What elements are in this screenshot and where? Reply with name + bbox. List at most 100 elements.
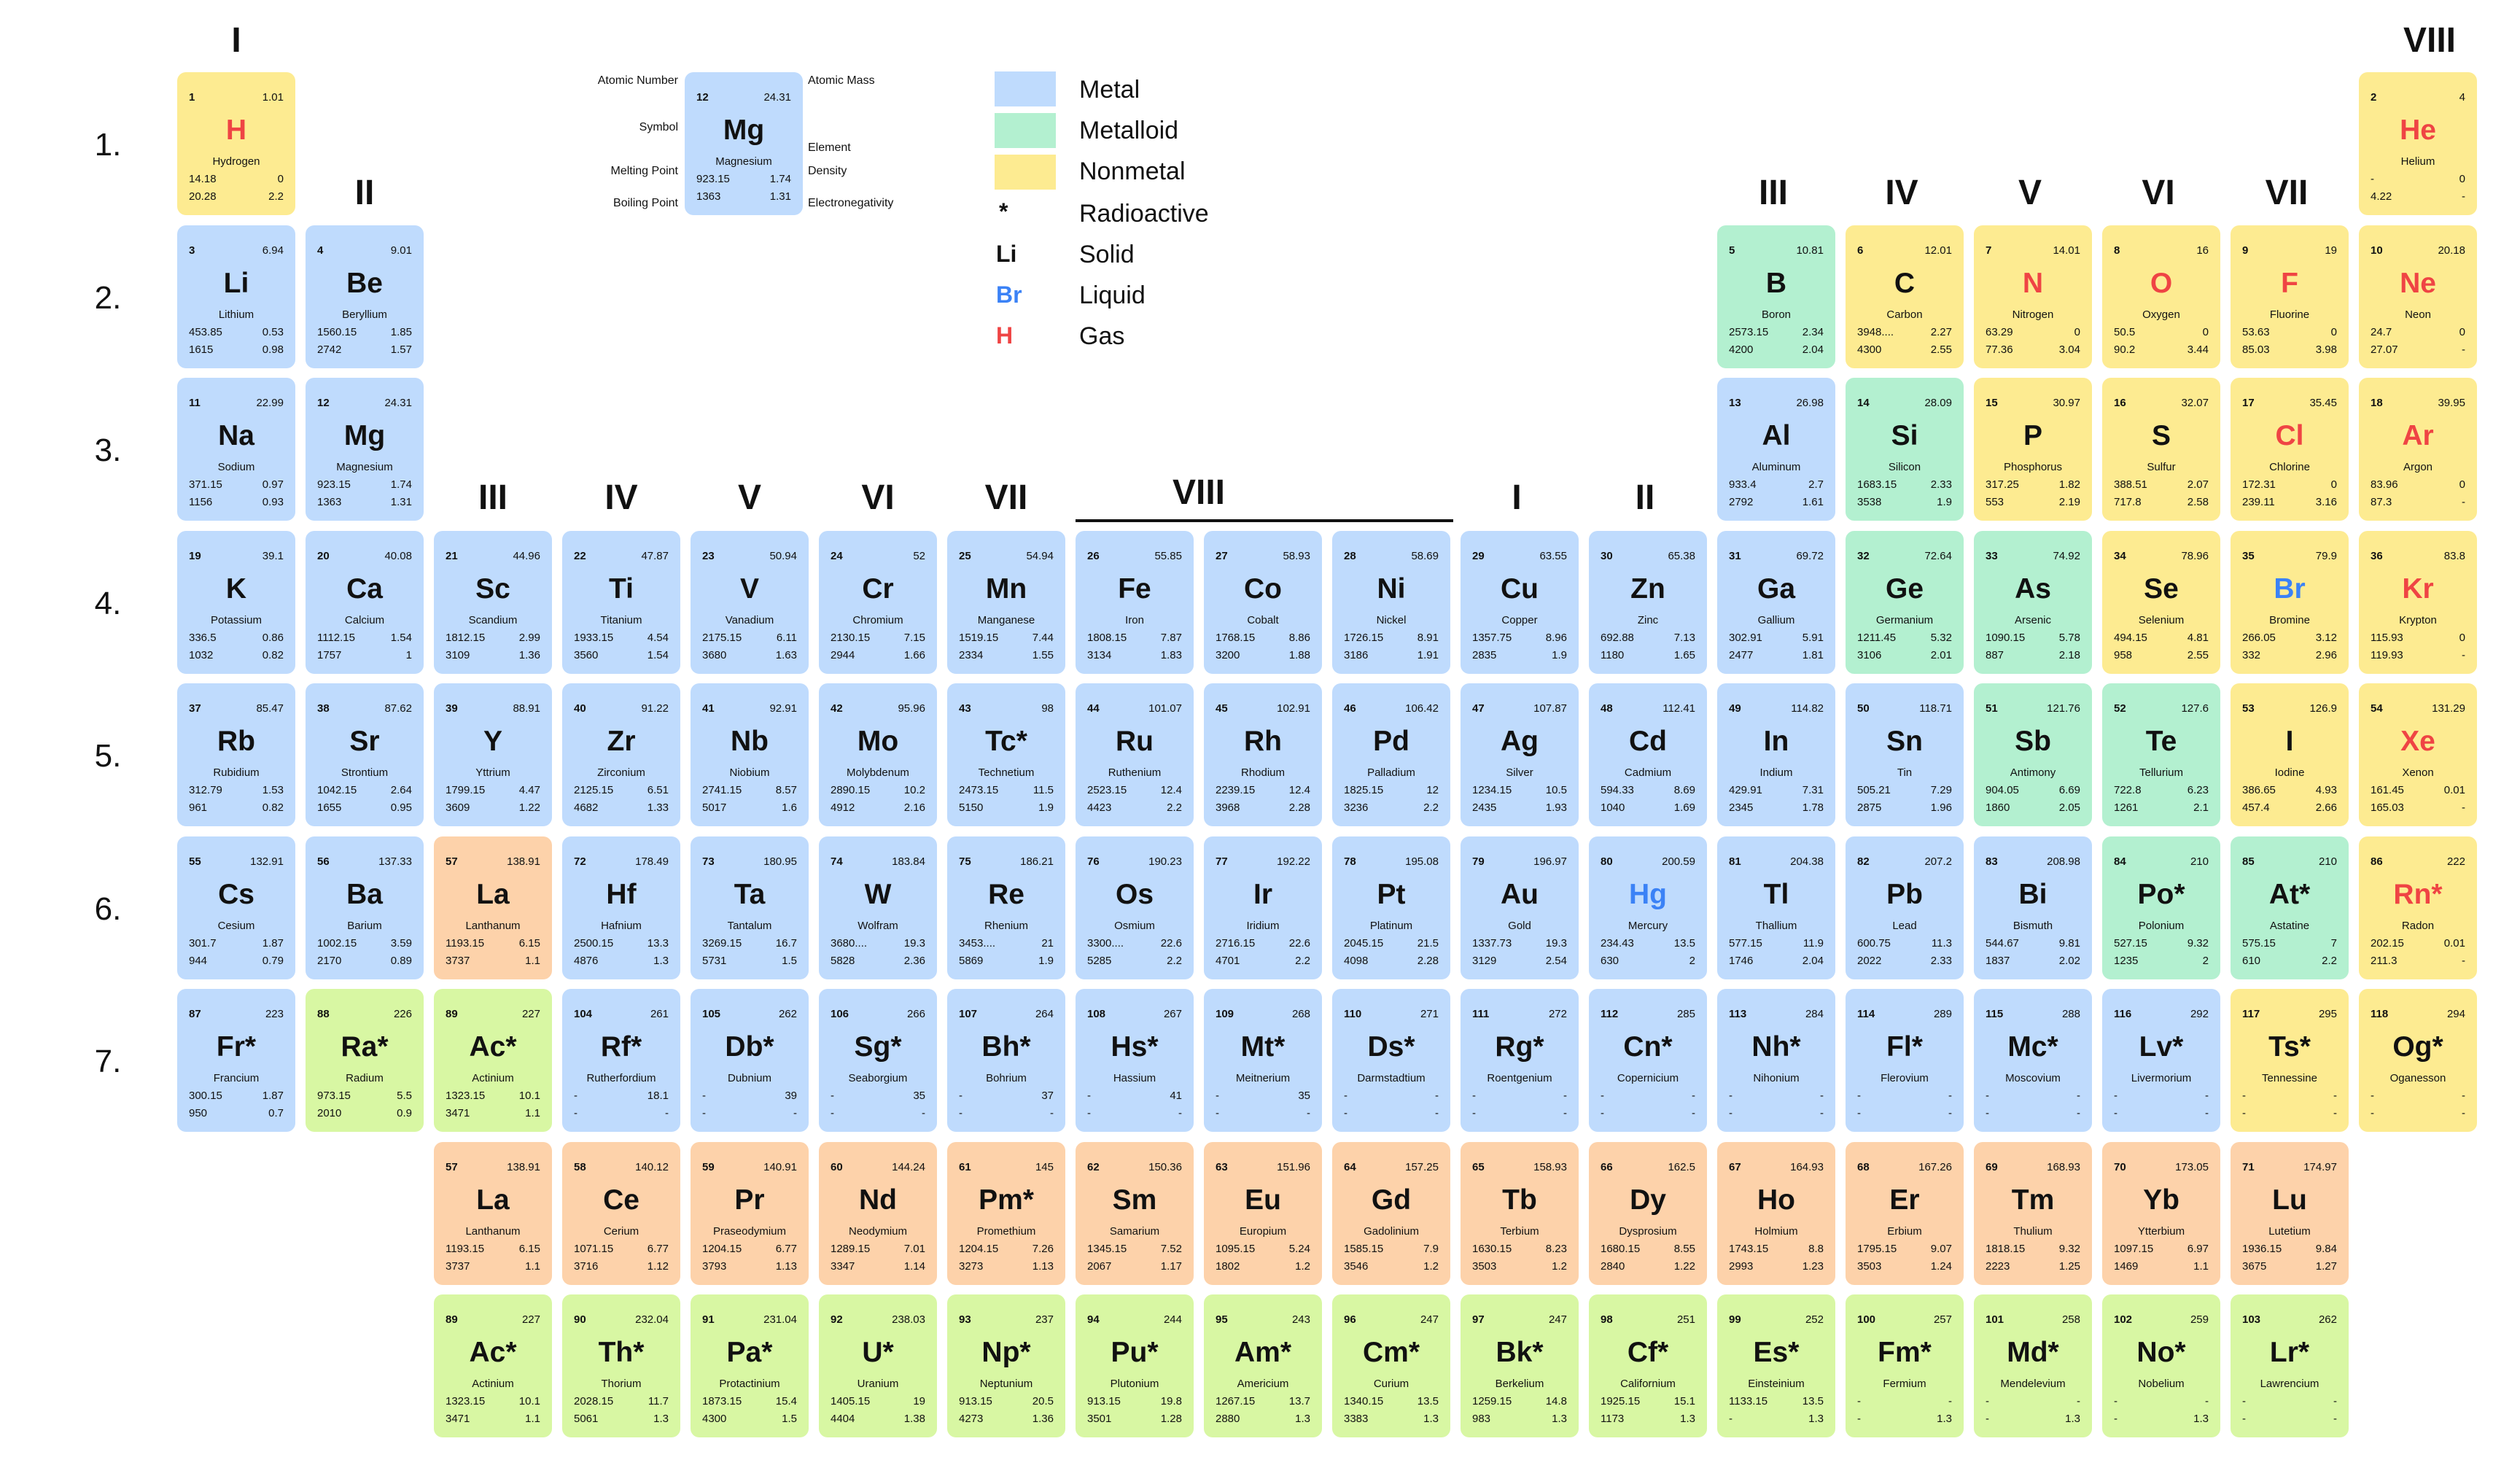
element-tile-cobalt[interactable]: 27 58.93 Co Cobalt 1768.15 8.86 3200 1.88 — [1204, 530, 1322, 674]
element-tile-actinium[interactable]: 89 227 Ac* Actinium 1323.15 10.1 3471 1.1 — [434, 989, 552, 1132]
element-tile-actinium[interactable]: 89 227 Ac* Actinium 1323.15 10.1 3471 1.1 — [434, 1294, 552, 1437]
element-tile-magnesium[interactable]: 12 24.31 Mg Magnesium 923.15 1.74 1363 1.31 — [306, 378, 424, 521]
element-tile-chlorine[interactable]: 17 35.45 Cl Chlorine 172.31 0 239.11 3.16 — [2231, 378, 2349, 521]
element-tile-neptunium[interactable]: 93 237 Np* Neptunium 913.15 20.5 4273 1.36 — [947, 1294, 1065, 1437]
element-tile-promethium[interactable]: 61 145 Pm* Promethium 1204.15 7.26 3273 1.13 — [947, 1142, 1065, 1285]
element-tile-technetium[interactable]: 43 98 Tc* Technetium 2473.15 11.5 5150 1.9 — [947, 683, 1065, 826]
element-tile-hassium[interactable]: 108 267 Hs* Hassium - 41 - - — [1076, 989, 1194, 1132]
element-tile-dubnium[interactable]: 105 262 Db* Dubnium - 39 - - — [691, 989, 809, 1132]
element-tile-germanium[interactable]: 32 72.64 Ge Germanium 1211.45 5.32 3106 2.01 — [1846, 530, 1964, 674]
element-tile-erbium[interactable]: 68 167.26 Er Erbium 1795.15 9.07 3503 1.24 — [1846, 1142, 1964, 1285]
element-tile-phosphorus[interactable]: 15 30.97 P Phosphorus 317.25 1.82 553 2.19 — [1974, 378, 2092, 521]
element-tile-sulfur[interactable]: 16 32.07 S Sulfur 388.51 2.07 717.8 2.58 — [2102, 378, 2220, 521]
element-tile-wolfram[interactable]: 74 183.84 W Wolfram 3680.... 19.3 5828 2.36 — [819, 836, 937, 979]
element-tile-iodine[interactable]: 53 126.9 I Iodine 386.65 4.93 457.4 2.66 — [2231, 683, 2349, 826]
element-tile-samarium[interactable]: 62 150.36 Sm Samarium 1345.15 7.52 2067 1.17 — [1076, 1142, 1194, 1285]
element-tile-hafnium[interactable]: 72 178.49 Hf Hafnium 2500.15 13.3 4876 1.3 — [562, 836, 680, 979]
element-tile-gadolinium[interactable]: 64 157.25 Gd Gadolinium 1585.15 7.9 3546 1.2 — [1332, 1142, 1450, 1285]
element-tile-argon[interactable]: 18 39.95 Ar Argon 83.96 0 87.3 - — [2359, 378, 2477, 521]
element-tile-molybdenum[interactable]: 42 95.96 Mo Molybdenum 2890.15 10.2 4912 2.16 — [819, 683, 937, 826]
element-tile-mercury[interactable]: 80 200.59 Hg Mercury 234.43 13.5 630 2 — [1589, 836, 1707, 979]
element-tile-tellurium[interactable]: 52 127.6 Te Tellurium 722.8 6.23 1261 2.1 — [2102, 683, 2220, 826]
element-tile-lead[interactable]: 82 207.2 Pb Lead 600.75 11.3 2022 2.33 — [1846, 836, 1964, 979]
element-tile-tantalum[interactable]: 73 180.95 Ta Tantalum 3269.15 16.7 5731 1.5 — [691, 836, 809, 979]
element-tile-bohrium[interactable]: 107 264 Bh* Bohrium - 37 - - — [947, 989, 1065, 1132]
element-tile-mendelevium[interactable]: 101 258 Md* Mendelevium - - -1.3 — [1974, 1294, 2092, 1437]
element-tile-berkelium[interactable]: 97 247 Bk* Berkelium 1259.15 14.8 983 1.3 — [1461, 1294, 1579, 1437]
element-tile-aluminum[interactable]: 13 26.98 Al Aluminum 933.4 2.7 2792 1.61 — [1717, 378, 1835, 521]
element-tile-platinum[interactable]: 78 195.08 Pt Platinum 2045.15 21.5 4098 2.28 — [1332, 836, 1450, 979]
element-tile-flerovium[interactable]: 114 289 Fl* Flerovium - - - - — [1846, 989, 1964, 1132]
element-tile-zinc[interactable]: 30 65.38 Zn Zinc 692.88 7.13 1180 1.65 — [1589, 530, 1707, 674]
element-tile-lanthanum[interactable]: 57 138.91 La Lanthanum 1193.15 6.15 3737 1.1 — [434, 1142, 552, 1285]
element-tile-oganesson[interactable]: 118 294 Og* Oganesson - - - - — [2359, 989, 2477, 1132]
element-tile-tennessine[interactable]: 117 295 Ts* Tennessine - - - - — [2231, 989, 2349, 1132]
element-tile-lutetium[interactable]: 71 174.97 Lu Lutetium 1936.15 9.84 3675 1.27 — [2231, 1142, 2349, 1285]
element-tile-antimony[interactable]: 51 121.76 Sb Antimony 904.05 6.69 1860 2.05 — [1974, 683, 2092, 826]
element-tile-neon[interactable]: 10 20.18 Ne Neon 24.7 0 27.07 - — [2359, 225, 2477, 368]
element-tile-rubidium[interactable]: 37 85.47 Rb Rubidium 312.79 1.53 961 0.82 — [177, 683, 295, 826]
element-tile-silver[interactable]: 47 107.87 Ag Silver 1234.15 10.5 2435 1.93 — [1461, 683, 1579, 826]
element-tile-dysprosium[interactable]: 66 162.5 Dy Dysprosium 1680.15 8.55 2840 1.22 — [1589, 1142, 1707, 1285]
element-tile-chromium[interactable]: 24 52 Cr Chromium 2130.15 7.15 2944 1.66 — [819, 530, 937, 674]
element-tile-iridium[interactable]: 77 192.22 Ir Iridium 2716.15 22.6 4701 2.2 — [1204, 836, 1322, 979]
element-tile-vanadium[interactable]: 23 50.94 V Vanadium 2175.15 6.11 3680 1.63 — [691, 530, 809, 674]
element-tile-nickel[interactable]: 28 58.69 Ni Nickel 1726.15 8.91 3186 1.91 — [1332, 530, 1450, 674]
element-tile-calcium[interactable]: 20 40.08 Ca Calcium 1112.15 1.54 1757 1 — [306, 530, 424, 674]
element-tile-einsteinium[interactable]: 99 252 Es* Einsteinium 1133.15 13.5 - 1.3 — [1717, 1294, 1835, 1437]
element-tile-indium[interactable]: 49 114.82 In Indium 429.91 7.31 2345 1.78 — [1717, 683, 1835, 826]
element-tile-cesium[interactable]: 55 132.91 Cs Cesium 301.7 1.87 944 0.79 — [177, 836, 295, 979]
element-tile-bromine[interactable]: 35 79.9 Br Bromine 266.05 3.12 332 2.96 — [2231, 530, 2349, 674]
element-tile-protactinium[interactable]: 91 231.04 Pa* Protactinium 1873.15 15.4 4300 1.… — [691, 1294, 809, 1437]
element-tile-selenium[interactable]: 34 78.96 Se Selenium 494.15 4.81 958 2.55 — [2102, 530, 2220, 674]
element-tile-oxygen[interactable]: 8 16 O Oxygen 50.5 0 90.2 3.44 — [2102, 225, 2220, 368]
element-tile-nihonium[interactable]: 113 284 Nh* Nihonium - - - - — [1717, 989, 1835, 1132]
element-tile-rutherfordium[interactable]: 104 261 Rf* Rutherfordium -18.1- - — [562, 989, 680, 1132]
element-tile-zirconium[interactable]: 40 91.22 Zr Zirconium 2125.15 6.51 4682 1.33 — [562, 683, 680, 826]
element-tile-sodium[interactable]: 11 22.99 Na Sodium 371.15 0.97 1156 0.93 — [177, 378, 295, 521]
element-tile-palladium[interactable]: 46 106.42 Pd Palladium 1825.15 12 3236 2.2 — [1332, 683, 1450, 826]
element-tile-cerium[interactable]: 58 140.12 Ce Cerium 1071.15 6.77 3716 1.12 — [562, 1142, 680, 1285]
element-tile-manganese[interactable]: 25 54.94 Mn Manganese 1519.15 7.44 2334 1.55 — [947, 530, 1065, 674]
element-tile-uranium[interactable]: 92 238.03 U* Uranium 1405.15 19 4404 1.38 — [819, 1294, 937, 1437]
element-tile-europium[interactable]: 63 151.96 Eu Europium 1095.15 5.24 1802 1.2 — [1204, 1142, 1322, 1285]
element-tile-lithium[interactable]: 3 6.94 Li Lithium 453.85 0.53 1615 0.98 — [177, 225, 295, 368]
element-tile-seaborgium[interactable]: 106 266 Sg* Seaborgium - 35 - - — [819, 989, 937, 1132]
element-tile-ytterbium[interactable]: 70 173.05 Yb Ytterbium 1097.15 6.97 1469 1.1 — [2102, 1142, 2220, 1285]
element-tile-gold[interactable]: 79 196.97 Au Gold 1337.73 19.3 3129 2.54 — [1461, 836, 1579, 979]
element-tile-bismuth[interactable]: 83 208.98 Bi Bismuth 544.67 9.81 1837 2.02 — [1974, 836, 2092, 979]
element-tile-rhenium[interactable]: 75 186.21 Re Rhenium 3453.... 21 5869 1.9 — [947, 836, 1065, 979]
element-tile-radium[interactable]: 88 226 Ra* Radium 973.15 5.5 2010 0.9 — [306, 989, 424, 1132]
element-tile-boron[interactable]: 5 10.81 B Boron 2573.15 2.34 4200 2.04 — [1717, 225, 1835, 368]
element-tile-terbium[interactable]: 65 158.93 Tb Terbium 1630.15 8.23 3503 1.2 — [1461, 1142, 1579, 1285]
element-tile-thallium[interactable]: 81 204.38 Tl Thallium 577.15 11.9 1746 2.04 — [1717, 836, 1835, 979]
element-tile-roentgenium[interactable]: 111 272 Rg* Roentgenium - - - - — [1461, 989, 1579, 1132]
element-tile-beryllium[interactable]: 4 9.01 Be Beryllium 1560.15 1.85 2742 1.57 — [306, 225, 424, 368]
element-tile-silicon[interactable]: 14 28.09 Si Silicon 1683.15 2.33 3538 1.9 — [1846, 378, 1964, 521]
element-tile-copper[interactable]: 29 63.55 Cu Copper 1357.75 8.96 2835 1.9 — [1461, 530, 1579, 674]
element-tile-titanium[interactable]: 22 47.87 Ti Titanium 1933.15 4.54 3560 1.54 — [562, 530, 680, 674]
element-tile-helium[interactable]: 2 4 He Helium - 0 4.22 - — [2359, 72, 2477, 215]
element-tile-americium[interactable]: 95 243 Am* Americium 1267.15 13.7 2880 1.3 — [1204, 1294, 1322, 1437]
element-tile-praseodymium[interactable]: 59 140.91 Pr Praseodymium 1204.15 6.77 3793 1.1… — [691, 1142, 809, 1285]
element-tile-thorium[interactable]: 90 232.04 Th* Thorium 2028.15 11.7 5061 1.3 — [562, 1294, 680, 1437]
element-tile-californium[interactable]: 98 251 Cf* Californium 1925.15 15.1 1173 1.3 — [1589, 1294, 1707, 1437]
element-tile-darmstadtium[interactable]: 110 271 Ds* Darmstadtium - - - - — [1332, 989, 1450, 1132]
element-tile-radon[interactable]: 86 222 Rn* Radon 202.15 0.01 211.3 - — [2359, 836, 2477, 979]
element-tile-tin[interactable]: 50 118.71 Sn Tin 505.21 7.29 2875 1.96 — [1846, 683, 1964, 826]
element-tile-scandium[interactable]: 21 44.96 Sc Scandium 1812.15 2.99 3109 1.36 — [434, 530, 552, 674]
element-tile-gallium[interactable]: 31 69.72 Ga Gallium 302.91 5.91 2477 1.81 — [1717, 530, 1835, 674]
element-tile-barium[interactable]: 56 137.33 Ba Barium 1002.15 3.59 2170 0.89 — [306, 836, 424, 979]
element-tile-yttrium[interactable]: 39 88.91 Y Yttrium 1799.15 4.47 3609 1.22 — [434, 683, 552, 826]
element-tile-xenon[interactable]: 54 131.29 Xe Xenon 161.45 0.01 165.03 - — [2359, 683, 2477, 826]
element-tile-lawrencium[interactable]: 103 262 Lr* Lawrencium - - - - — [2231, 1294, 2349, 1437]
element-tile-nitrogen[interactable]: 7 14.01 N Nitrogen 63.29 0 77.36 3.04 — [1974, 225, 2092, 368]
element-tile-rhodium[interactable]: 45 102.91 Rh Rhodium 2239.15 12.4 3968 2.28 — [1204, 683, 1322, 826]
element-tile-krypton[interactable]: 36 83.8 Kr Krypton 115.93 0 119.93 - — [2359, 530, 2477, 674]
element-tile-livermorium[interactable]: 116 292 Lv* Livermorium - - - - — [2102, 989, 2220, 1132]
element-tile-arsenic[interactable]: 33 74.92 As Arsenic 1090.15 5.78 887 2.18 — [1974, 530, 2092, 674]
element-tile-moscovium[interactable]: 115 288 Mc* Moscovium - - - - — [1974, 989, 2092, 1132]
element-tile-osmium[interactable]: 76 190.23 Os Osmium 3300.... 22.6 5285 2.2 — [1076, 836, 1194, 979]
element-tile-strontium[interactable]: 38 87.62 Sr Strontium 1042.15 2.64 1655 0.95 — [306, 683, 424, 826]
element-tile-fluorine[interactable]: 9 19 F Fluorine 53.63 0 85.03 3.98 — [2231, 225, 2349, 368]
